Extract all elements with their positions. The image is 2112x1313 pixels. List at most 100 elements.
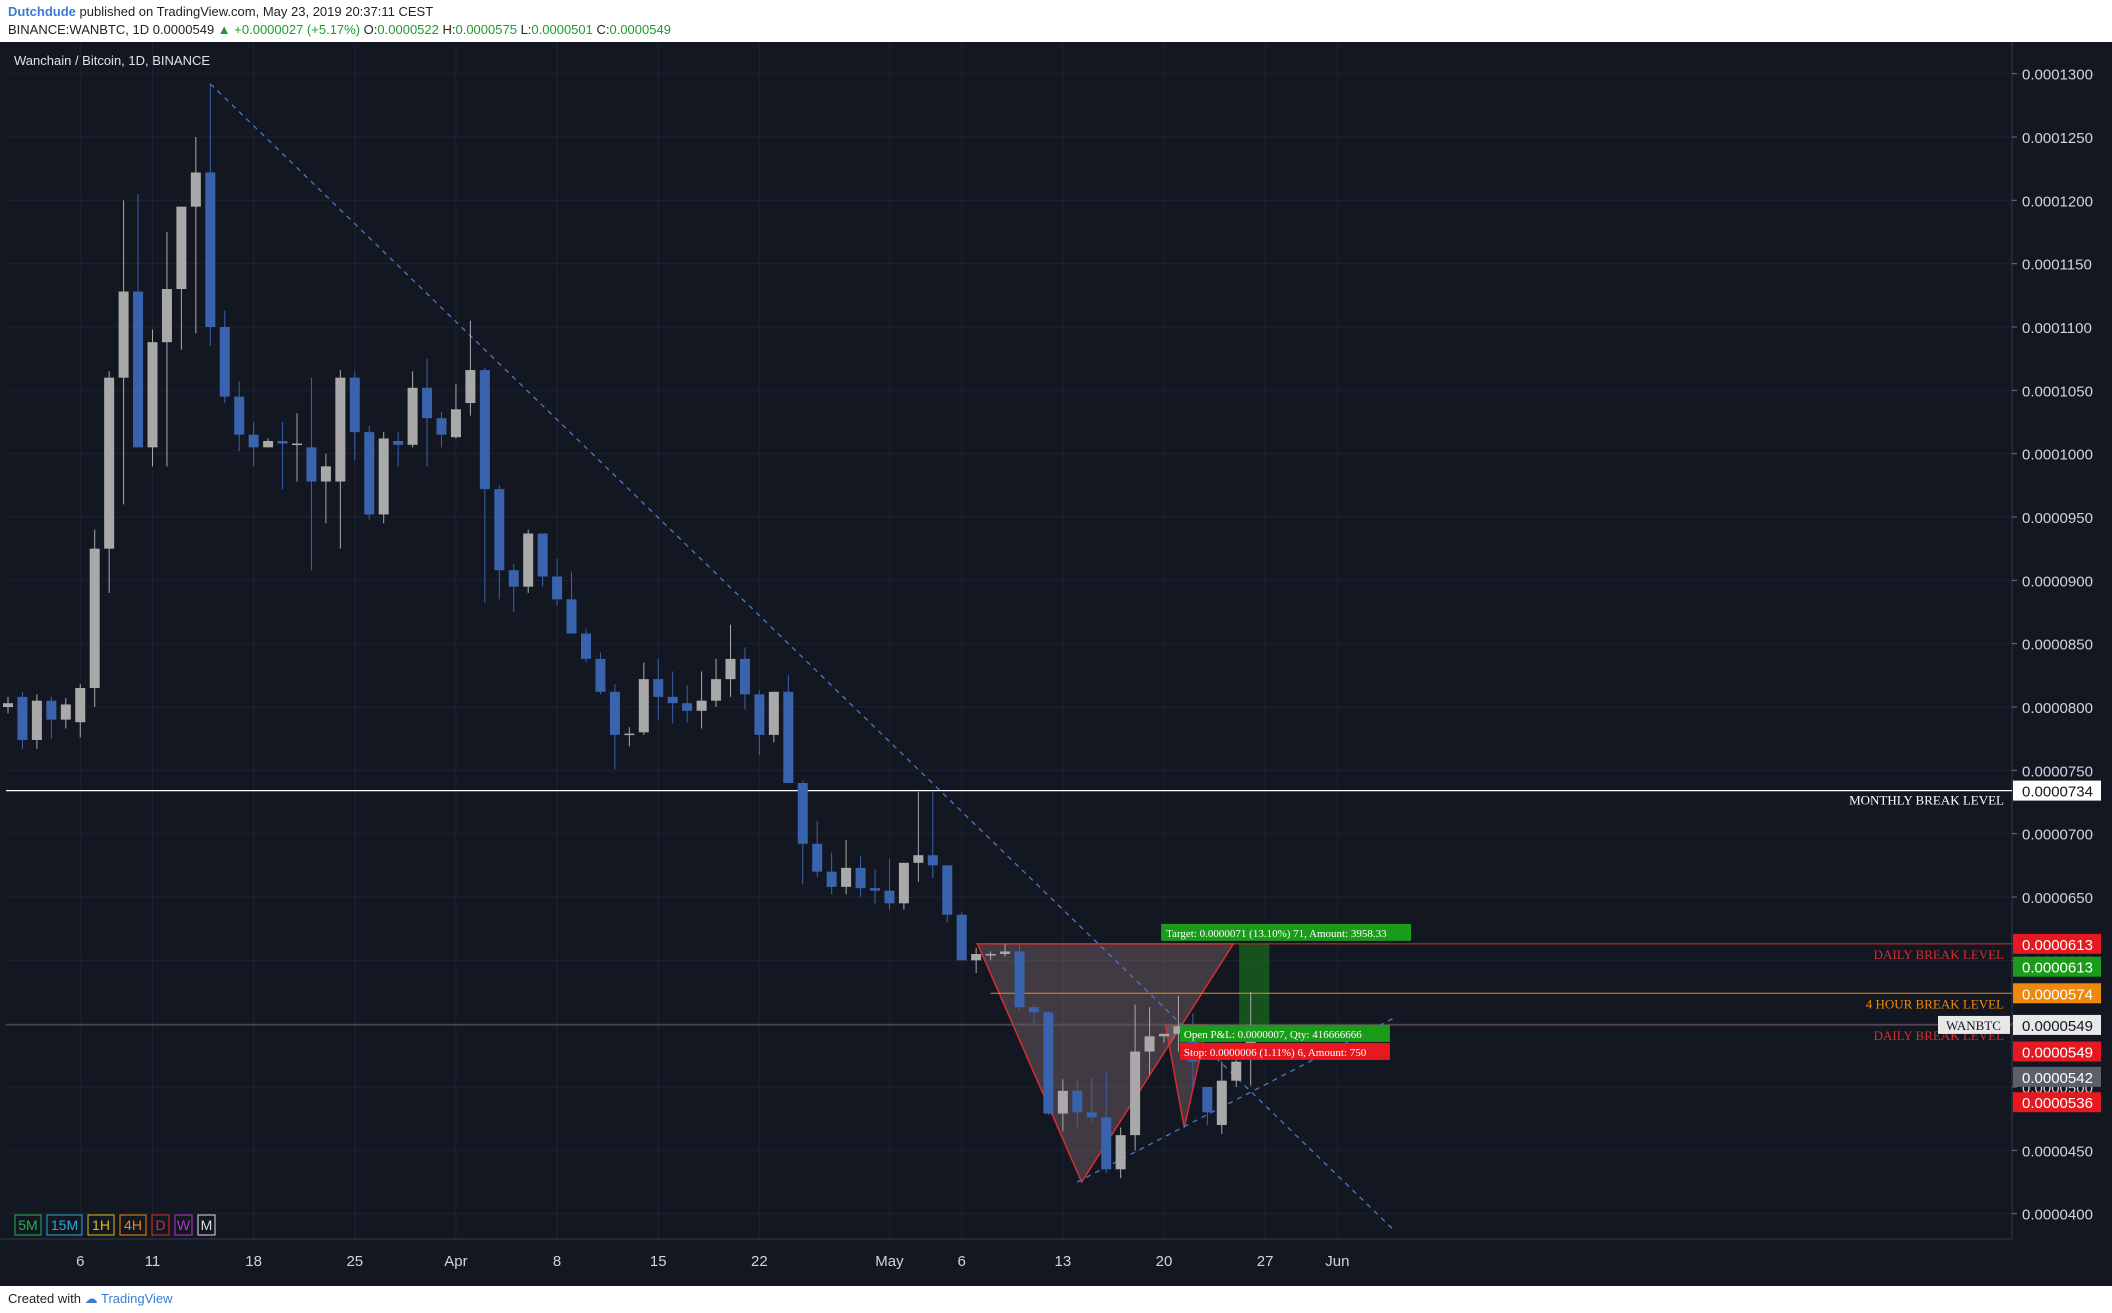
candle-body[interactable] xyxy=(768,691,779,735)
candle-body[interactable] xyxy=(465,370,476,403)
candle-body[interactable] xyxy=(1086,1112,1097,1118)
candle-body[interactable] xyxy=(1245,1024,1256,1060)
candle-body[interactable] xyxy=(667,696,678,704)
candle-body[interactable] xyxy=(378,438,389,515)
candle-body[interactable] xyxy=(248,434,259,448)
timeframe-button-label[interactable]: 15M xyxy=(51,1217,78,1233)
candle-body[interactable] xyxy=(581,633,591,659)
candle-body[interactable] xyxy=(292,443,302,446)
candle-body[interactable] xyxy=(1231,1061,1242,1081)
candle-body[interactable] xyxy=(566,599,577,634)
candle-body[interactable] xyxy=(985,954,996,956)
timeframe-button[interactable] xyxy=(174,1214,193,1236)
price-chart[interactable]: 0.0001300 0.0001250 0.0001200 0.0001150 0.00… xyxy=(0,42,2112,1286)
timeframe-button-label[interactable]: 1H xyxy=(92,1217,110,1233)
candle-body[interactable] xyxy=(508,570,519,587)
candle-body[interactable] xyxy=(537,533,548,577)
candle-body[interactable] xyxy=(479,370,490,490)
candle-body[interactable] xyxy=(682,703,693,711)
candle-body[interactable] xyxy=(176,206,187,289)
candle-body[interactable] xyxy=(1072,1090,1083,1113)
candle-body[interactable] xyxy=(118,291,129,378)
candle-body[interactable] xyxy=(1216,1080,1227,1125)
candle-body[interactable] xyxy=(696,700,707,711)
candle-body[interactable] xyxy=(870,888,880,891)
pnl-label-box[interactable] xyxy=(1179,1024,1390,1042)
candle-body[interactable] xyxy=(927,855,938,866)
candle-body[interactable] xyxy=(898,862,909,904)
candle-body[interactable] xyxy=(349,377,360,433)
candle-body[interactable] xyxy=(1057,1090,1068,1114)
candle-body[interactable] xyxy=(1043,1012,1054,1114)
candle-body[interactable] xyxy=(826,871,837,887)
candle-body[interactable] xyxy=(1144,1036,1155,1052)
candle-body[interactable] xyxy=(609,691,620,735)
candle-body[interactable] xyxy=(1000,951,1011,954)
candle-body[interactable] xyxy=(75,688,86,723)
candle-body[interactable] xyxy=(1028,1007,1039,1013)
candle-body[interactable] xyxy=(638,679,649,733)
candle-body[interactable] xyxy=(812,843,823,872)
candle-body[interactable] xyxy=(1173,1026,1184,1034)
timeframe-button[interactable] xyxy=(46,1214,83,1236)
candle-body[interactable] xyxy=(161,289,172,343)
candle-body[interactable] xyxy=(147,342,158,448)
candle-body[interactable] xyxy=(1101,1117,1112,1170)
candle-body[interactable] xyxy=(190,172,201,207)
timeframe-button-label[interactable]: 4H xyxy=(124,1217,142,1233)
candle-body[interactable] xyxy=(956,914,967,961)
timeframe-button-label[interactable]: 5M xyxy=(18,1217,37,1233)
tradingview-brand[interactable]: TradingView xyxy=(101,1291,173,1306)
candle-body[interactable] xyxy=(1202,1087,1213,1113)
candle-body[interactable] xyxy=(320,466,331,482)
candle-body[interactable] xyxy=(335,377,346,482)
timeframe-button[interactable] xyxy=(197,1214,216,1236)
candle-body[interactable] xyxy=(1159,1033,1169,1037)
candle-body[interactable] xyxy=(653,679,664,697)
timeframe-button-label[interactable]: M xyxy=(201,1217,213,1233)
candle-body[interactable] xyxy=(971,954,982,961)
candle-body[interactable] xyxy=(494,489,505,571)
candle-body[interactable] xyxy=(422,387,433,419)
timeframe-button[interactable] xyxy=(119,1214,147,1236)
candle-body[interactable] xyxy=(754,694,765,735)
candle-body[interactable] xyxy=(942,865,953,915)
candle-body[interactable] xyxy=(855,867,866,889)
author-name[interactable]: Dutchdude xyxy=(8,4,76,19)
timeframe-button[interactable] xyxy=(87,1214,115,1236)
candle-body[interactable] xyxy=(624,733,635,736)
candle-body[interactable] xyxy=(407,387,418,445)
candle-body[interactable] xyxy=(739,658,750,695)
target-label-box[interactable] xyxy=(1161,923,1412,941)
candle-body[interactable] xyxy=(263,441,274,448)
candle-body[interactable] xyxy=(1115,1135,1126,1170)
candle-body[interactable] xyxy=(17,696,28,740)
candle-body[interactable] xyxy=(797,783,808,844)
candle-body[interactable] xyxy=(783,691,794,783)
candle-body[interactable] xyxy=(1014,951,1025,1008)
candle-body[interactable] xyxy=(219,327,230,397)
candle-body[interactable] xyxy=(393,441,404,445)
candle-body[interactable] xyxy=(277,441,288,444)
candle-body[interactable] xyxy=(3,703,13,707)
candle-body[interactable] xyxy=(306,447,317,482)
timeframe-button-label[interactable]: W xyxy=(177,1217,191,1233)
candle-body[interactable] xyxy=(364,432,375,515)
candle-body[interactable] xyxy=(205,172,216,327)
candle-body[interactable] xyxy=(133,291,144,448)
timeframe-button[interactable] xyxy=(151,1214,170,1236)
candle-body[interactable] xyxy=(1130,1051,1141,1136)
candle-body[interactable] xyxy=(841,867,852,887)
candle-body[interactable] xyxy=(523,533,534,587)
candle-body[interactable] xyxy=(450,409,461,438)
timeframe-button-label[interactable]: D xyxy=(155,1217,165,1233)
timeframe-button[interactable] xyxy=(14,1214,42,1236)
stop-label-box[interactable] xyxy=(1179,1042,1390,1060)
candle-body[interactable] xyxy=(31,700,42,740)
candle-body[interactable] xyxy=(884,890,895,904)
candle-body[interactable] xyxy=(89,548,100,688)
candle-body[interactable] xyxy=(711,679,722,701)
candle-body[interactable] xyxy=(46,700,57,720)
candle-body[interactable] xyxy=(595,658,606,692)
candle-body[interactable] xyxy=(104,377,115,549)
